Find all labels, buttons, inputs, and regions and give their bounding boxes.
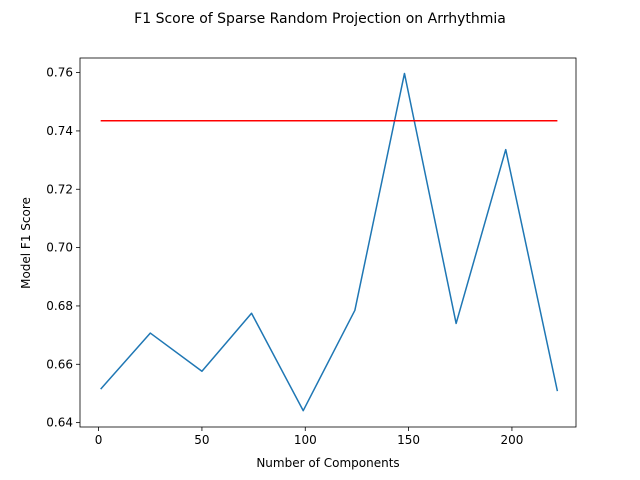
x-tick-label: 150 [397, 433, 420, 447]
y-tick-label: 0.68 [46, 299, 73, 313]
y-axis-ticks: 0.64 0.66 0.68 0.70 0.72 0.74 0.76 [46, 66, 80, 430]
y-tick-label: 0.64 [46, 416, 73, 430]
axes-frame [79, 57, 577, 428]
x-tick-label: 200 [500, 433, 523, 447]
series-group [100, 72, 559, 412]
plot-area [79, 57, 577, 428]
y-tick-label: 0.70 [46, 241, 73, 255]
series-line-1 [100, 72, 559, 412]
x-tick-label: 100 [294, 433, 317, 447]
y-tick-label: 0.66 [46, 357, 73, 371]
x-axis-ticks: 0 50 100 150 200 [95, 427, 523, 447]
chart-title: F1 Score of Sparse Random Projection on … [134, 11, 506, 27]
y-tick-label: 0.76 [46, 66, 73, 80]
y-tick-label: 0.72 [46, 182, 73, 196]
x-tick-label: 0 [95, 433, 103, 447]
x-axis-label: Number of Components [256, 456, 399, 470]
x-tick-label: 50 [194, 433, 209, 447]
y-tick-label: 0.74 [46, 124, 73, 138]
y-axis-label: Model F1 Score [19, 197, 33, 289]
